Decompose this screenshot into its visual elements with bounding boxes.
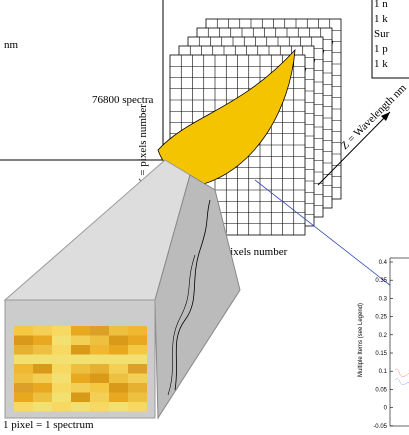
pixel xyxy=(14,355,33,365)
legend-line: 1 k xyxy=(374,13,388,25)
pixel xyxy=(14,383,33,393)
y-tick-label: 0.05 xyxy=(375,387,387,393)
pixel xyxy=(52,402,71,412)
pixel xyxy=(71,364,90,374)
y-tick-label: 0.4 xyxy=(379,260,388,266)
pixel xyxy=(90,383,109,393)
pixel xyxy=(128,383,147,393)
pixel xyxy=(128,355,147,365)
y-tick-label: 0.35 xyxy=(375,278,387,284)
pixel xyxy=(52,326,71,336)
pixel xyxy=(71,355,90,365)
pixel xyxy=(128,402,147,412)
pixel xyxy=(109,374,128,384)
pixel xyxy=(14,364,33,374)
pixel xyxy=(109,326,128,336)
pixel xyxy=(90,374,109,384)
pixel xyxy=(14,336,33,346)
diagram: nm 76800 spectra Y = pixels number X = p… xyxy=(0,0,409,435)
legend-line: 1 p xyxy=(374,43,388,55)
pixel xyxy=(14,374,33,384)
pixel xyxy=(33,364,52,374)
pixel xyxy=(128,345,147,355)
pixel xyxy=(33,326,52,336)
y-tick-label: 0.1 xyxy=(379,369,388,375)
pixel xyxy=(71,402,90,412)
pixel xyxy=(109,355,128,365)
plot-y-label: Multiple Items (see Legend) xyxy=(358,303,364,377)
plot-area xyxy=(390,258,409,426)
y-axis-label: Y = pixels number xyxy=(137,104,149,186)
pixel xyxy=(14,393,33,403)
pixel xyxy=(128,336,147,346)
pixel-grid xyxy=(14,326,147,412)
pixel xyxy=(52,355,71,365)
y-tick-label: 0.3 xyxy=(379,296,388,302)
pixel xyxy=(52,393,71,403)
pixel xyxy=(52,383,71,393)
y-tick-label: 0 xyxy=(384,406,388,412)
plot: 0.4 0.35 0.3 0.25 0.2 0.15 0.1 0.05 0 -0.05 xyxy=(373,258,409,430)
pixel xyxy=(90,355,109,365)
z-axis-label: Z = Wavelength nm xyxy=(339,82,409,153)
y-tick-label: 0.15 xyxy=(375,351,387,357)
box-line: nm xyxy=(4,39,19,51)
pixel xyxy=(90,364,109,374)
pixel xyxy=(71,374,90,384)
pixel xyxy=(128,326,147,336)
pixel xyxy=(90,336,109,346)
pixel xyxy=(33,374,52,384)
pixel xyxy=(33,393,52,403)
pixel xyxy=(33,345,52,355)
pixel xyxy=(71,345,90,355)
pixel xyxy=(52,345,71,355)
pixel xyxy=(52,364,71,374)
pixel xyxy=(71,326,90,336)
pixel xyxy=(109,364,128,374)
pixel xyxy=(109,402,128,412)
pixel xyxy=(90,402,109,412)
y-tick-label: 0.2 xyxy=(379,333,388,339)
pixel xyxy=(52,374,71,384)
pixel xyxy=(128,374,147,384)
legend-line: 1 n xyxy=(374,0,388,10)
pixel xyxy=(128,393,147,403)
pixel xyxy=(33,383,52,393)
pixel xyxy=(90,345,109,355)
pixel xyxy=(71,383,90,393)
legend-line: 1 k xyxy=(374,58,388,70)
legend-line: Sur xyxy=(374,28,390,40)
caption: 1 pixel = 1 spectrum xyxy=(3,419,94,431)
pixel xyxy=(90,326,109,336)
pixel xyxy=(14,345,33,355)
pixel xyxy=(14,402,33,412)
pixel xyxy=(109,336,128,346)
y-tick-label: 0.25 xyxy=(375,315,387,321)
pixel xyxy=(14,326,33,336)
pixel xyxy=(33,402,52,412)
pixel xyxy=(109,383,128,393)
pixel xyxy=(128,364,147,374)
pixel xyxy=(52,336,71,346)
pixel xyxy=(109,393,128,403)
y-tick-label: -0.05 xyxy=(373,424,387,430)
pixel xyxy=(109,345,128,355)
pixel xyxy=(71,393,90,403)
pixel xyxy=(33,355,52,365)
pixel xyxy=(71,336,90,346)
pixel xyxy=(33,336,52,346)
pixel xyxy=(90,393,109,403)
